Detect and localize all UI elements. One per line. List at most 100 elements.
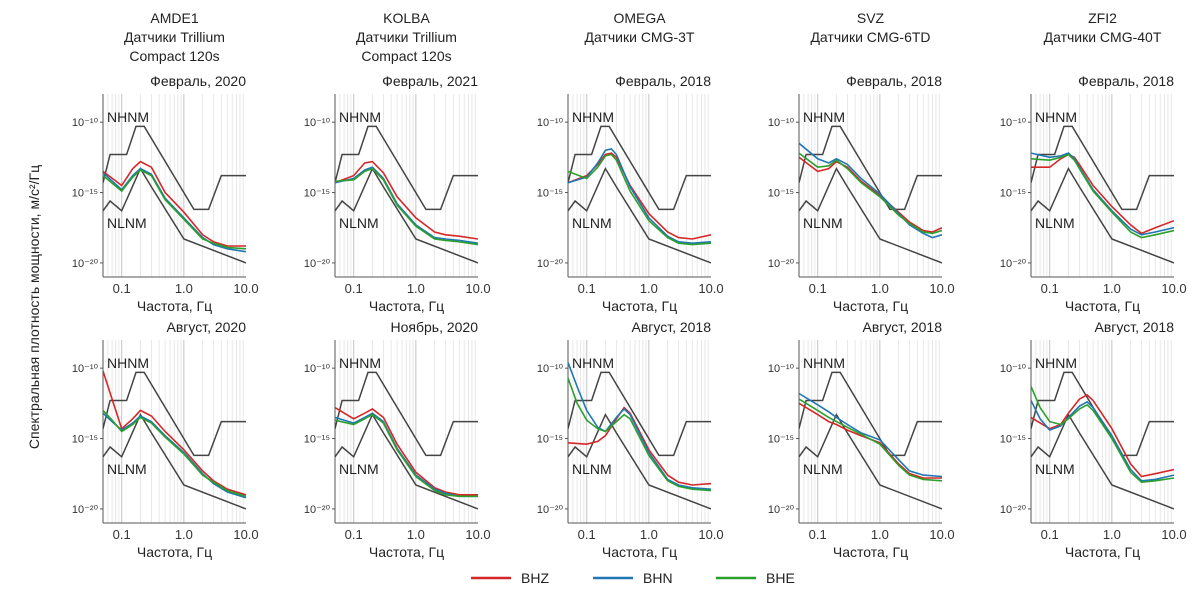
series-line-bhz [335,406,478,496]
x-axis-label: Частота, Гц [1065,544,1140,560]
panel-zfi2-2: Август, 2018 10⁻¹⁰ 10⁻¹⁵ 10⁻²⁰ 0.1 1.0 10.0 Час… [1000,319,1187,560]
legend: BHZ BHN BHE [471,570,795,586]
legend-label-bhe: BHE [766,570,795,586]
nlnm-label: NLNM [339,461,379,477]
y-tick-label: 10⁻²⁰ [72,258,99,270]
nhnm-label: NHNM [803,355,845,371]
series-line-bhz [335,160,478,240]
y-axis-label: Спектральная плотность мощности, м/с²/Гц [26,165,42,449]
column-title-5-line-2: Датчики CMG-40T [1044,29,1162,45]
y-tick-label: 10⁻²⁰ [1000,258,1027,270]
x-tick-label: 10.0 [929,281,954,296]
x-tick-label: 10.0 [929,527,954,542]
x-axis-label: Частота, Гц [602,298,677,314]
panel-grid: Февраль, 2020 10⁻¹⁰ 10⁻¹⁵ 10⁻²⁰ 0.1 1.0 10.0 Ча… [72,73,1187,560]
series-line-bhz [799,402,942,479]
nhnm-label: NHNM [1035,355,1077,371]
x-tick-label: 1.0 [175,527,193,542]
series-line-bhe [103,169,246,250]
x-tick-label: 10.0 [698,527,723,542]
nhnm-curve [568,125,711,211]
panel-subtitle: Февраль, 2020 [150,73,246,89]
y-tick-label: 10⁻¹⁰ [537,363,564,375]
series-line-bhn [568,362,711,490]
x-axis-label: Частота, Гц [369,298,444,314]
nhnm-label: NHNM [339,355,381,371]
x-axis-label: Частота, Гц [1065,298,1140,314]
y-tick-label: 10⁻¹⁰ [72,117,99,129]
y-tick-label: 10⁻¹⁵ [768,434,794,446]
y-tick-label: 10⁻¹⁵ [304,188,330,200]
panel-subtitle: Август, 2018 [1094,319,1174,335]
panel-subtitle: Ноябрь, 2020 [391,319,479,335]
y-tick-label: 10⁻¹⁰ [72,363,99,375]
y-tick-label: 10⁻¹⁰ [304,117,331,129]
nlnm-curve [568,166,711,264]
x-tick-label: 1.0 [175,281,193,296]
series-line-bhe [568,153,711,246]
nlnm-label: NLNM [107,215,147,231]
nlnm-label: NLNM [803,215,843,231]
y-tick-label: 10⁻²⁰ [72,504,99,516]
column-title-2-line-2: Датчики Trillium [356,29,457,45]
y-tick-label: 10⁻¹⁰ [1000,117,1027,129]
series-line-bhe [799,398,942,482]
y-tick-label: 10⁻²⁰ [304,258,331,270]
nlnm-label: NLNM [572,461,612,477]
x-tick-label: 10.0 [1161,527,1186,542]
x-tick-label: 0.1 [578,527,596,542]
y-tick-label: 10⁻¹⁰ [1000,363,1027,375]
series-line-bhe [799,152,942,235]
x-tick-label: 0.1 [1041,281,1059,296]
y-tick-label: 10⁻¹⁰ [304,363,331,375]
x-tick-label: 0.1 [809,527,827,542]
panel-zfi2-1: Февраль, 2018 10⁻¹⁰ 10⁻¹⁵ 10⁻²⁰ 0.1 1.0 10.0 Ча… [1000,73,1187,314]
x-tick-label: 0.1 [809,281,827,296]
panel-subtitle: Февраль, 2018 [846,73,942,89]
legend-label-bhz: BHZ [521,570,549,586]
nhnm-label: NHNM [107,355,149,371]
series-line-bhz [103,160,246,247]
nhnm-curve [1031,371,1174,457]
y-tick-label: 10⁻¹⁵ [304,434,330,446]
x-axis-label: Частота, Гц [833,544,908,560]
panel-amde1-1: Февраль, 2020 10⁻¹⁰ 10⁻¹⁵ 10⁻²⁰ 0.1 1.0 10.0 Ча… [72,73,259,314]
series-line-bhz [799,156,942,233]
series-line-bhe [103,409,246,498]
y-tick-label: 10⁻²⁰ [537,258,564,270]
nlnm-curve [1031,166,1174,264]
series-line-bhe [1031,386,1174,484]
panel-svz-1: Февраль, 2018 10⁻¹⁰ 10⁻¹⁵ 10⁻²⁰ 0.1 1.0 10.0 Ча… [768,73,955,314]
y-tick-label: 10⁻¹⁵ [72,434,98,446]
nlnm-curve [103,412,246,510]
panel-svz-2: Август, 2018 10⁻¹⁰ 10⁻¹⁵ 10⁻²⁰ 0.1 1.0 10.0 Час… [768,319,955,560]
x-axis-label: Частота, Гц [602,544,677,560]
x-axis-label: Частота, Гц [137,298,212,314]
panel-subtitle: Февраль, 2018 [1078,73,1174,89]
column-titles: AMDE1 Датчики Trillium Compact 120s KOLBA Да… [124,10,1162,64]
x-tick-label: 10.0 [465,281,490,296]
nhnm-curve [1031,125,1174,211]
series-line-bhn [799,142,942,239]
x-tick-label: 1.0 [871,527,889,542]
x-tick-label: 0.1 [578,281,596,296]
nlnm-label: NLNM [107,461,147,477]
nlnm-label: NLNM [339,215,379,231]
x-tick-label: 10.0 [465,527,490,542]
x-tick-label: 10.0 [1161,281,1186,296]
x-tick-label: 10.0 [233,281,258,296]
nhnm-label: NHNM [803,109,845,125]
x-tick-label: 0.1 [113,527,131,542]
series-line-bhe [1031,153,1174,239]
x-tick-label: 1.0 [407,527,425,542]
x-tick-label: 10.0 [233,527,258,542]
column-title-3-line-1: OMEGA [613,10,666,26]
x-tick-label: 0.1 [345,281,363,296]
panel-omega-2: Август, 2018 10⁻¹⁰ 10⁻¹⁵ 10⁻²⁰ 0.1 1.0 10.0 Час… [537,319,724,560]
y-tick-label: 10⁻²⁰ [768,258,795,270]
y-tick-label: 10⁻²⁰ [768,504,795,516]
series-line-bhn [1031,400,1174,482]
y-tick-label: 10⁻²⁰ [304,504,331,516]
x-tick-label: 1.0 [1103,281,1121,296]
